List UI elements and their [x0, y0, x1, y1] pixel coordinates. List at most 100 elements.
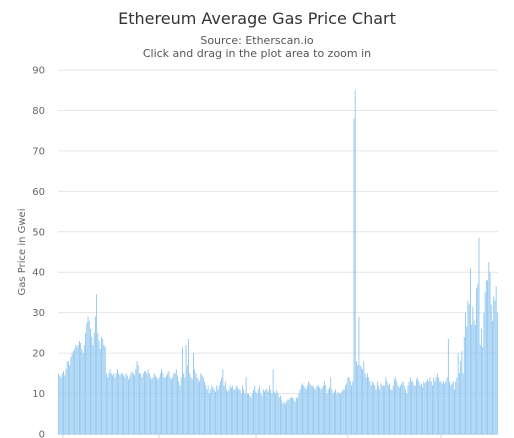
chart-subtitle-zoom-hint: Click and drag in the plot area to zoom …: [142, 47, 372, 60]
bar: [429, 377, 431, 434]
bar: [276, 389, 278, 434]
bar: [424, 383, 426, 434]
bar: [425, 381, 427, 434]
bar: [169, 377, 171, 434]
bar: [191, 379, 193, 434]
bar: [360, 367, 362, 434]
bar: [411, 381, 413, 434]
bar: [400, 385, 402, 434]
bar: [408, 381, 410, 434]
bar: [248, 393, 250, 434]
bar: [461, 351, 463, 434]
bar: [257, 389, 259, 434]
bar: [436, 373, 438, 434]
bar: [186, 365, 188, 434]
bar: [69, 365, 71, 434]
bar: [129, 377, 131, 434]
bar: [452, 381, 454, 434]
bar: [332, 393, 334, 434]
bar: [256, 393, 258, 434]
bar: [443, 381, 444, 434]
bar: [238, 389, 240, 434]
bar: [460, 361, 462, 434]
bar: [319, 387, 321, 434]
bar: [295, 397, 297, 434]
bar: [417, 377, 419, 434]
bar: [494, 300, 496, 434]
bar: [468, 304, 470, 434]
bar: [357, 365, 359, 434]
bar: [446, 377, 448, 434]
bar: [493, 296, 495, 434]
bar: [199, 381, 201, 434]
bar: [151, 379, 153, 434]
bar: [354, 90, 356, 434]
bar: [162, 373, 164, 434]
bar: [145, 371, 147, 434]
bar: [487, 280, 489, 434]
bar: [146, 373, 148, 434]
bar: [471, 324, 473, 434]
bar: [311, 385, 313, 434]
bar: [413, 385, 415, 434]
bar: [308, 381, 310, 434]
bar: [266, 389, 268, 434]
bar: [364, 373, 366, 434]
bar: [373, 383, 375, 434]
bar: [159, 373, 161, 434]
bar: [409, 377, 411, 434]
bar: [454, 389, 455, 434]
bar: [352, 381, 354, 434]
bar: [161, 369, 163, 434]
bar: [492, 320, 493, 434]
bar: [473, 320, 475, 434]
bar: [396, 381, 398, 434]
bar: [449, 381, 451, 434]
bar: [270, 389, 272, 434]
bar: [213, 389, 215, 434]
bar: [71, 353, 73, 434]
bar: [455, 381, 457, 434]
bar: [485, 280, 487, 434]
bar: [447, 338, 449, 434]
bar: [280, 395, 281, 434]
bar: [325, 385, 327, 434]
bar: [284, 403, 286, 434]
y-tick-label: 20: [32, 349, 45, 360]
bar: [64, 375, 66, 434]
bar: [293, 399, 295, 434]
bar: [251, 393, 253, 434]
bar: [207, 385, 209, 434]
bar: [322, 385, 324, 434]
bar: [267, 391, 269, 434]
bar: [419, 385, 421, 434]
bar: [343, 389, 345, 434]
bar: [384, 385, 386, 434]
bar: [478, 237, 480, 434]
bar: [412, 381, 414, 434]
bar: [105, 373, 107, 434]
bar: [97, 332, 99, 434]
bar: [320, 389, 322, 434]
chart-title: Ethereum Average Gas Price Chart: [118, 9, 396, 28]
bar: [93, 332, 95, 434]
bar: [282, 403, 284, 434]
bar: [67, 361, 69, 434]
bar: [118, 373, 120, 434]
y-tick-label: 90: [32, 66, 45, 77]
bar: [466, 326, 468, 434]
bar: [283, 401, 285, 434]
bar: [309, 383, 311, 434]
bar: [177, 375, 178, 434]
bar: [365, 377, 367, 434]
bar: [385, 377, 387, 434]
bar: [153, 373, 155, 434]
bar: [376, 381, 378, 434]
bar: [233, 389, 235, 434]
bar: [330, 377, 332, 434]
bar: [173, 373, 175, 434]
bar: [281, 399, 283, 434]
bar: [72, 351, 74, 434]
